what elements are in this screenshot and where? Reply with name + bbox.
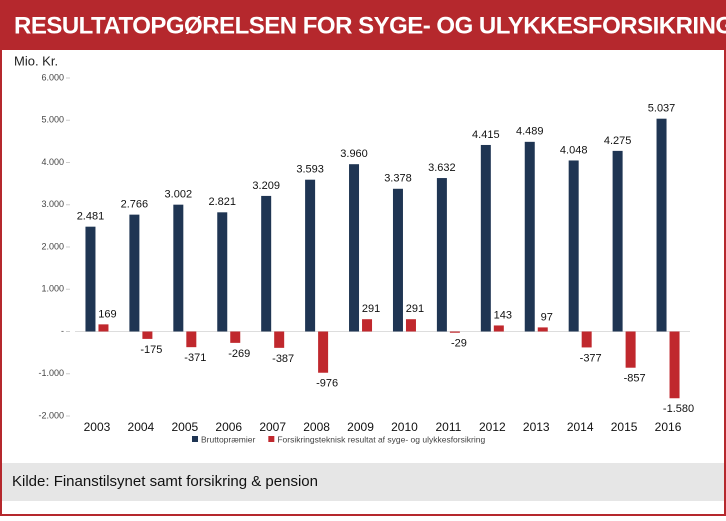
y-tick-label: 6.000 bbox=[41, 72, 64, 82]
chart-title: RESULTATOPGØRELSEN FOR SYGE- OG ULYKKESF… bbox=[14, 12, 726, 39]
data-label: -269 bbox=[228, 348, 250, 360]
data-label: -29 bbox=[451, 338, 467, 350]
data-label: 2.766 bbox=[121, 199, 149, 211]
bar bbox=[493, 325, 504, 332]
x-tick-label: 2006 bbox=[215, 420, 242, 434]
legend-label: Bruttopræmier bbox=[201, 434, 255, 444]
data-label: 3.378 bbox=[384, 173, 412, 185]
x-tick-label: 2012 bbox=[479, 420, 506, 434]
data-label: 4.489 bbox=[516, 126, 544, 138]
bar bbox=[274, 331, 285, 348]
bar bbox=[524, 141, 535, 332]
data-label: 169 bbox=[98, 308, 116, 320]
source: Kilde: Finanstilsynet samt forsikring & … bbox=[12, 473, 318, 490]
bar bbox=[436, 178, 447, 332]
data-label: 291 bbox=[362, 303, 380, 315]
x-tick-label: 2007 bbox=[259, 420, 286, 434]
data-label: -387 bbox=[272, 353, 294, 365]
data-label: 4.275 bbox=[604, 135, 632, 147]
bar bbox=[129, 214, 140, 332]
data-label: 4.415 bbox=[472, 129, 500, 141]
data-label: 5.037 bbox=[648, 103, 676, 115]
bar bbox=[449, 331, 460, 333]
x-tick-label: 2005 bbox=[171, 420, 198, 434]
bar bbox=[142, 331, 153, 339]
data-label: 3.593 bbox=[296, 164, 324, 176]
data-label: -371 bbox=[184, 352, 206, 364]
bar bbox=[349, 164, 360, 332]
bar bbox=[480, 144, 491, 332]
x-tick-label: 2004 bbox=[128, 420, 155, 434]
x-tick-label: 2016 bbox=[655, 420, 682, 434]
data-label: 2.821 bbox=[208, 196, 236, 208]
y-axis-label: Mio. Kr. bbox=[14, 53, 58, 68]
bar bbox=[318, 331, 329, 373]
y-tick-label: -1.000 bbox=[38, 368, 64, 378]
y-tick-label: 4.000 bbox=[41, 157, 64, 167]
bar bbox=[625, 331, 636, 368]
data-label: -976 bbox=[316, 378, 338, 390]
data-label: -1.580 bbox=[663, 403, 694, 415]
data-label: 143 bbox=[494, 309, 512, 321]
y-tick-label: 1.000 bbox=[41, 284, 64, 294]
legend-swatch bbox=[268, 436, 275, 442]
data-label: -857 bbox=[624, 373, 646, 385]
x-tick-label: 2008 bbox=[303, 420, 330, 434]
y-tick-label: -2.000 bbox=[38, 410, 64, 420]
data-label: -377 bbox=[580, 352, 602, 364]
data-label: 2.481 bbox=[77, 211, 105, 223]
bar bbox=[405, 319, 416, 332]
bar bbox=[305, 179, 316, 332]
x-tick-label: 2010 bbox=[391, 420, 418, 434]
x-tick-label: 2013 bbox=[523, 420, 550, 434]
data-label: 291 bbox=[406, 303, 424, 315]
bar bbox=[98, 324, 109, 332]
bar bbox=[581, 331, 592, 348]
bar bbox=[362, 319, 373, 332]
title-banner bbox=[0, 0, 726, 50]
bar bbox=[669, 331, 680, 399]
bar bbox=[537, 327, 548, 332]
data-label: 3.960 bbox=[340, 148, 368, 160]
bar bbox=[186, 331, 197, 348]
bar bbox=[392, 188, 403, 332]
bar bbox=[261, 195, 272, 332]
legend-swatch bbox=[192, 436, 198, 442]
x-tick-label: 2009 bbox=[347, 420, 374, 434]
x-tick-label: 2014 bbox=[567, 420, 594, 434]
y-tick-label: 3.000 bbox=[41, 199, 64, 209]
x-tick-label: 2015 bbox=[611, 420, 638, 434]
bar bbox=[173, 204, 184, 332]
bar bbox=[568, 160, 579, 332]
data-label: 3.209 bbox=[252, 180, 280, 192]
data-label: 4.048 bbox=[560, 144, 588, 156]
bar bbox=[85, 226, 96, 332]
x-tick-label: 2003 bbox=[84, 420, 111, 434]
bar bbox=[230, 331, 241, 343]
legend-label: Forsikringsteknisk resultat af syge- og … bbox=[277, 434, 485, 444]
y-tick-label: - bbox=[61, 326, 64, 336]
data-label: -175 bbox=[140, 344, 162, 356]
source-band bbox=[2, 463, 724, 501]
y-tick-label: 5.000 bbox=[41, 115, 64, 125]
bar bbox=[217, 212, 228, 332]
bar bbox=[656, 118, 667, 332]
data-label: 97 bbox=[541, 311, 553, 323]
bar bbox=[612, 150, 623, 332]
x-tick-label: 2011 bbox=[435, 420, 461, 434]
data-label: 3.632 bbox=[428, 162, 456, 174]
y-tick-label: 2.000 bbox=[41, 241, 64, 251]
data-label: 3.002 bbox=[165, 189, 193, 201]
